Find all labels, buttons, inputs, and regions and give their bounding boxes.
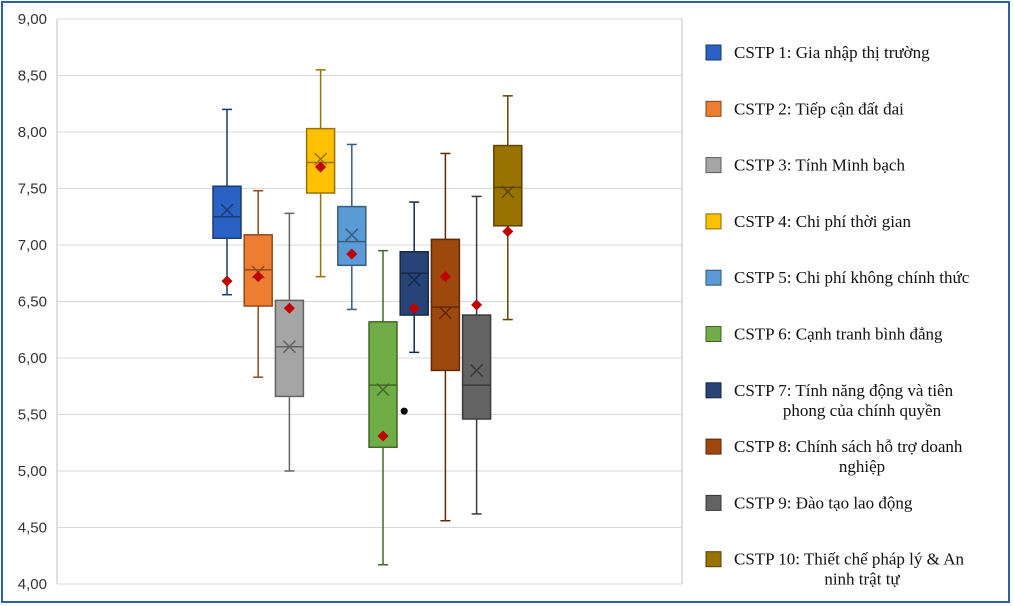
legend-swatch <box>705 551 722 568</box>
y-tick-label: 8,50 <box>18 68 47 85</box>
mean-marker <box>501 185 515 199</box>
box-9 <box>461 195 492 515</box>
box-3 <box>274 212 305 472</box>
gridlines <box>56 18 683 585</box>
legend-swatch <box>705 326 722 342</box>
mean-marker <box>282 340 296 354</box>
box-10 <box>493 95 523 321</box>
box-body <box>430 238 461 372</box>
box-4 <box>305 69 336 278</box>
legend-label: nghiệp <box>839 457 885 476</box>
y-tick-label: 7,00 <box>18 237 47 254</box>
legend-label: CSTP 9: Đào tạo lao động <box>734 493 913 512</box>
red-diamond-marker <box>439 271 451 283</box>
legend-item-3: CSTP 3: Tính Minh bạch <box>705 156 905 175</box>
legend-label: CSTP 5: Chi phí không chính thức <box>734 268 970 287</box>
red-diamond-marker <box>346 248 358 260</box>
legend-item-5: CSTP 5: Chi phí không chính thức <box>705 268 970 287</box>
mean-marker <box>438 306 452 320</box>
box-body <box>305 127 336 194</box>
y-tick-label: 4,50 <box>18 520 47 537</box>
mean-marker <box>407 273 421 287</box>
mean-marker <box>376 383 390 397</box>
mean-marker <box>470 363 484 377</box>
red-diamond-marker <box>252 271 264 283</box>
y-tick-label: 9,00 <box>18 11 47 28</box>
box-7 <box>399 201 429 415</box>
y-tick-label: 5,00 <box>18 463 47 480</box>
y-tick-label: 7,50 <box>18 181 47 198</box>
legend-swatch <box>705 157 722 174</box>
red-diamond-marker <box>408 302 420 314</box>
legend-label: ninh trật tự <box>824 570 900 589</box>
y-tick-label: 8,00 <box>18 124 47 141</box>
box-body <box>493 144 523 227</box>
box-body <box>461 314 492 420</box>
y-tick-label: 6,50 <box>18 294 47 311</box>
legend-swatch <box>705 213 722 230</box>
red-diamond-marker <box>377 430 389 442</box>
legend-swatch <box>705 494 722 511</box>
box-6 <box>368 249 398 566</box>
legend-label: CSTP 8: Chính sách hỗ trợ doanh <box>734 437 963 456</box>
box-1 <box>212 108 242 296</box>
y-axis-ticks: 4,00 4,50 5,00 5,50 6,00 6,50 7,00 7,50 8,00 8,50… <box>18 11 47 593</box>
mean-marker <box>220 203 234 217</box>
legend: CSTP 1: Gia nhập thị trường CSTP 2: Tiếp … <box>705 43 970 589</box>
box-body <box>212 185 242 239</box>
legend-item-4: CSTP 4: Chi phí thời gian <box>705 212 911 231</box>
legend-item-9: CSTP 9: Đào tạo lao động <box>705 493 913 512</box>
legend-label: CSTP 1: Gia nhập thị trường <box>734 43 930 62</box>
red-diamond-marker <box>471 299 483 311</box>
legend-swatch <box>705 44 722 61</box>
legend-item-2: CSTP 2: Tiếp cận đất đai <box>705 99 904 118</box>
legend-label: CSTP 6: Cạnh tranh bình đẳng <box>734 325 943 344</box>
y-tick-label: 5,50 <box>18 407 47 424</box>
red-diamond-marker <box>315 161 327 173</box>
box-8 <box>430 152 461 522</box>
legend-swatch <box>705 438 722 455</box>
red-diamond-marker <box>502 225 514 237</box>
outlier-point <box>400 407 408 415</box>
mean-marker <box>345 228 359 242</box>
legend-swatch <box>705 382 722 399</box>
legend-label: CSTP 4: Chi phí thời gian <box>734 212 911 231</box>
legend-label: CSTP 7: Tính năng động và tiên <box>734 381 954 400</box>
box-5 <box>337 143 367 311</box>
y-tick-label: 4,00 <box>18 576 47 593</box>
red-diamond-marker <box>283 302 295 314</box>
mean-marker <box>314 152 328 166</box>
y-tick-label: 6,00 <box>18 350 47 367</box>
legend-item-6: CSTP 6: Cạnh tranh bình đẳng <box>705 325 943 344</box>
red-diamond-marker <box>221 275 233 287</box>
legend-swatch <box>705 100 722 117</box>
legend-item-1: CSTP 1: Gia nhập thị trường <box>705 43 930 62</box>
box-series <box>212 69 523 566</box>
legend-label: phong của chính quyền <box>783 401 942 420</box>
box-body <box>274 299 305 398</box>
legend-label: CSTP 10: Thiết chế pháp lý & An <box>734 550 964 569</box>
legend-label: CSTP 2: Tiếp cận đất đai <box>734 99 904 118</box>
legend-swatch <box>705 269 722 286</box>
legend-label: CSTP 3: Tính Minh bạch <box>734 156 905 175</box>
box-2 <box>243 190 273 378</box>
